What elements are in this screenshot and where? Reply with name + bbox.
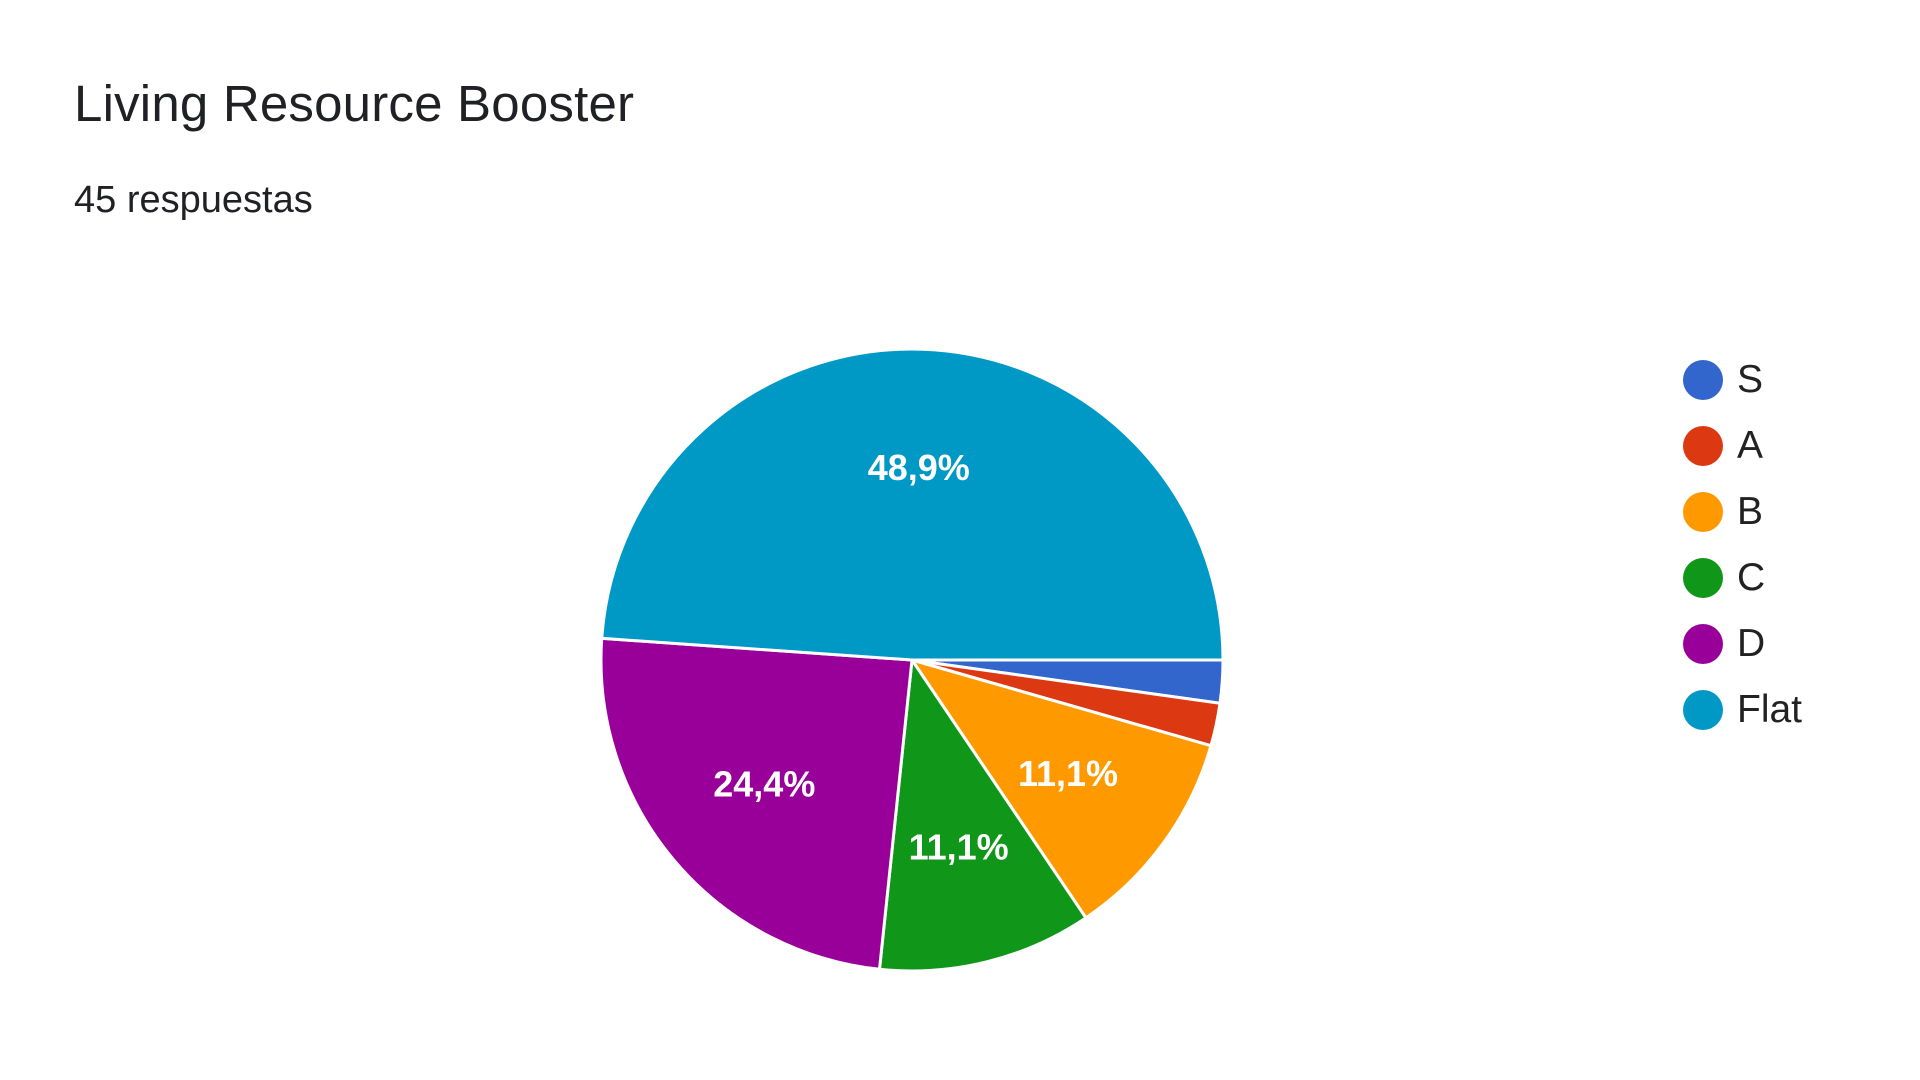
legend-label: S: [1737, 358, 1764, 401]
legend-swatch: [1683, 426, 1723, 466]
legend-label: D: [1737, 622, 1766, 665]
legend-label: C: [1737, 556, 1766, 599]
pie-slice-b[interactable]: [908, 657, 1213, 920]
legend-item-d[interactable]: D: [1683, 611, 1802, 677]
pie-slices: [599, 347, 1225, 973]
legend-item-b[interactable]: B: [1683, 479, 1802, 545]
slice-label-d: 24,4%: [713, 763, 815, 804]
legend-item-s[interactable]: S: [1683, 347, 1802, 413]
legend-label: A: [1737, 424, 1764, 467]
legend-item-flat[interactable]: Flat: [1683, 677, 1802, 743]
pie-slice-flat[interactable]: [600, 347, 1225, 662]
legend-item-c[interactable]: C: [1683, 545, 1802, 611]
slice-label-flat: 48,9%: [868, 447, 970, 488]
chart-legend: S A B C D Flat: [1683, 347, 1802, 743]
pie-slice-c[interactable]: [877, 655, 1088, 973]
legend-label: Flat: [1737, 688, 1803, 731]
legend-swatch: [1683, 690, 1723, 730]
pie-slice-labels: 11,1%11,1% 24,4% 48,9%: [713, 447, 1118, 868]
legend-item-a[interactable]: A: [1683, 413, 1802, 479]
slice-label-c: 11,1%: [909, 827, 1009, 868]
legend-swatch: [1683, 624, 1723, 664]
chart-title: Living Resource Booster: [74, 75, 635, 132]
legend-swatch: [1683, 492, 1723, 532]
legend-swatch: [1683, 360, 1723, 400]
legend-label: B: [1737, 490, 1764, 533]
response-count: 45 respuestas: [74, 179, 313, 221]
legend-swatch: [1683, 558, 1723, 598]
slice-label-b: 11,1%: [1018, 753, 1118, 794]
pie-slice-d[interactable]: [599, 636, 914, 971]
